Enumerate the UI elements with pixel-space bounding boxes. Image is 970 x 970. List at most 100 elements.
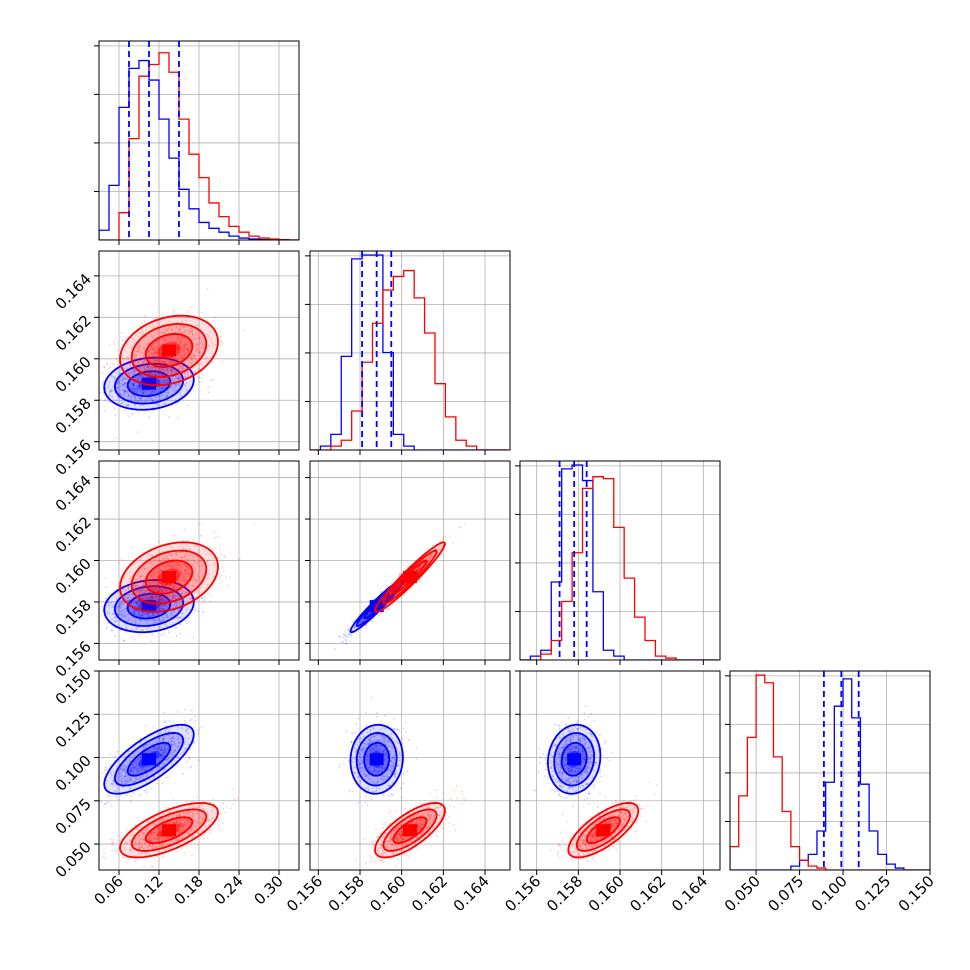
scatter-point: [145, 725, 147, 727]
scatter-point: [165, 605, 167, 608]
scatter-point: [193, 575, 195, 578]
scatter-point: [168, 369, 170, 372]
scatter-point: [154, 589, 156, 592]
scatter-point: [427, 561, 429, 564]
scatter-point: [157, 596, 159, 598]
scatter-point: [139, 404, 142, 407]
scatter-point: [137, 613, 140, 616]
scatter-point: [139, 325, 142, 328]
scatter-point: [161, 360, 164, 363]
scatter-point: [113, 343, 116, 346]
scatter-point: [198, 337, 201, 340]
scatter-point: [174, 597, 176, 599]
scatter-point: [191, 585, 194, 587]
scatter-point: [372, 598, 375, 601]
scatter-point: [161, 590, 164, 593]
scatter-point: [165, 599, 167, 602]
scatter-point: [139, 593, 142, 595]
scatter-point: [194, 570, 197, 572]
scatter-point: [151, 596, 154, 598]
scatter-point: [127, 613, 129, 616]
scatter-point: [191, 579, 194, 582]
scatter-point: [361, 620, 364, 622]
scatter-point: [112, 364, 115, 366]
scatter-point: [170, 384, 173, 387]
scatter-point: [195, 347, 198, 350]
scatter-point: [140, 590, 142, 593]
scatter-point: [171, 565, 174, 568]
scatter-point: [125, 610, 128, 612]
scatter-point: [380, 590, 383, 593]
scatter-point: [117, 586, 119, 589]
scatter-point: [123, 382, 126, 385]
scatter-point: [182, 356, 184, 359]
scatter-point: [136, 590, 139, 593]
scatter-point: [155, 360, 158, 363]
scatter-point: [111, 389, 113, 392]
scatter-point: [188, 590, 191, 593]
scatter-point: [114, 414, 117, 416]
scatter-point: [150, 553, 153, 556]
scatter-point: [174, 369, 176, 371]
scatter-point: [175, 552, 178, 555]
scatter-point: [144, 590, 146, 593]
scatter-point: [156, 340, 158, 343]
scatter-point: [156, 370, 159, 373]
scatter-point: [155, 350, 158, 353]
scatter-point: [173, 370, 176, 373]
scatter-point: [428, 557, 431, 559]
scatter-point: [155, 576, 158, 579]
scatter-point: [134, 355, 137, 358]
scatter-point: [135, 390, 138, 393]
scatter-point: [440, 537, 443, 540]
scatter-point: [188, 758, 191, 760]
scatter-point: [156, 583, 159, 586]
scatter-point: [177, 335, 180, 338]
scatter-point: [109, 390, 112, 392]
scatter-point: [164, 370, 167, 372]
scatter-point: [181, 601, 184, 604]
scatter-point: [136, 386, 139, 388]
scatter-point: [178, 397, 180, 400]
scatter-point: [219, 330, 222, 333]
scatter-point: [185, 591, 188, 594]
scatter-point: [140, 575, 142, 577]
scatter-point: [153, 572, 155, 574]
scatter-point: [206, 356, 208, 359]
scatter-point: [390, 594, 393, 597]
scatter-point: [159, 597, 161, 600]
scatter-point: [145, 556, 148, 558]
scatter-point: [146, 568, 149, 571]
scatter-point: [207, 320, 209, 322]
scatter-point: [151, 608, 154, 611]
scatter-point: [163, 331, 166, 333]
scatter-point: [158, 590, 161, 592]
scatter-point: [166, 368, 168, 371]
scatter-point: [190, 371, 192, 374]
scatter-point: [116, 382, 119, 385]
scatter-point: [126, 359, 129, 361]
scatter-point: [175, 383, 178, 386]
scatter-point: [155, 356, 158, 359]
scatter-point: [150, 588, 153, 591]
scatter-point: [138, 601, 141, 604]
scatter-point: [138, 589, 141, 592]
scatter-point: [161, 368, 164, 371]
scatter-point: [159, 605, 162, 607]
scatter-point: [142, 588, 144, 591]
scatter-point: [390, 594, 393, 597]
scatter-point: [175, 604, 178, 607]
scatter-point: [157, 359, 159, 362]
scatter-point: [188, 361, 191, 364]
scatter-point: [125, 614, 127, 617]
scatter-point: [116, 381, 119, 383]
scatter-point: [126, 628, 129, 630]
scatter-point: [183, 351, 186, 354]
scatter-point: [107, 601, 110, 604]
scatter-point: [136, 386, 138, 389]
scatter-point: [171, 376, 174, 379]
scatter-point: [138, 374, 141, 377]
scatter-point: [362, 620, 364, 622]
scatter-point: [387, 607, 389, 610]
scatter-point: [131, 637, 134, 639]
